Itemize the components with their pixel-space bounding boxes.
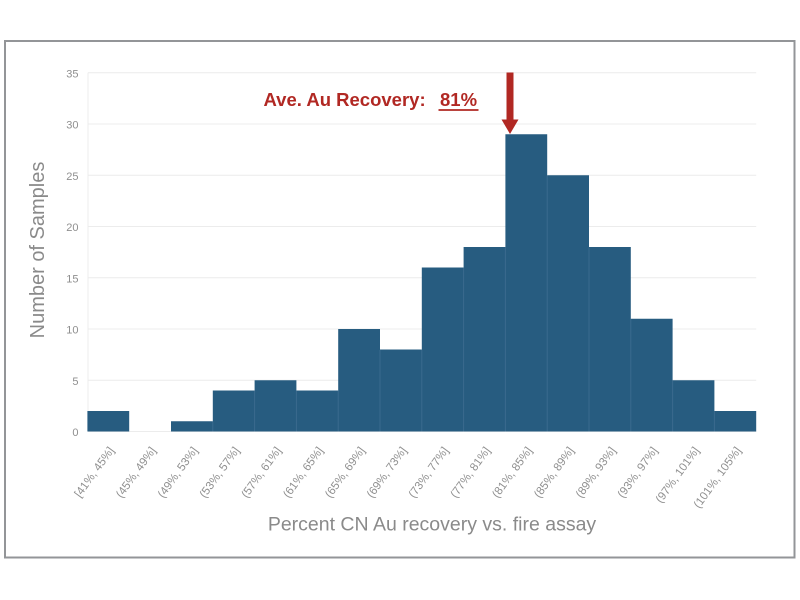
svg-text:Number of Samples: Number of Samples <box>27 162 49 339</box>
svg-text:25: 25 <box>66 171 78 183</box>
svg-text:10: 10 <box>66 325 78 337</box>
svg-text:15: 15 <box>66 273 78 285</box>
svg-text:5: 5 <box>72 376 78 388</box>
svg-text:0: 0 <box>72 427 78 439</box>
svg-text:20: 20 <box>66 222 78 234</box>
svg-text:Percent CN Au recovery vs. fir: Percent CN Au recovery vs. fire assay <box>268 514 597 536</box>
svg-text:Ave. Au Recovery:: Ave. Au Recovery: <box>264 89 426 110</box>
svg-text:30: 30 <box>66 120 78 132</box>
svg-text:81%: 81% <box>440 89 477 110</box>
svg-text:35: 35 <box>66 68 78 80</box>
